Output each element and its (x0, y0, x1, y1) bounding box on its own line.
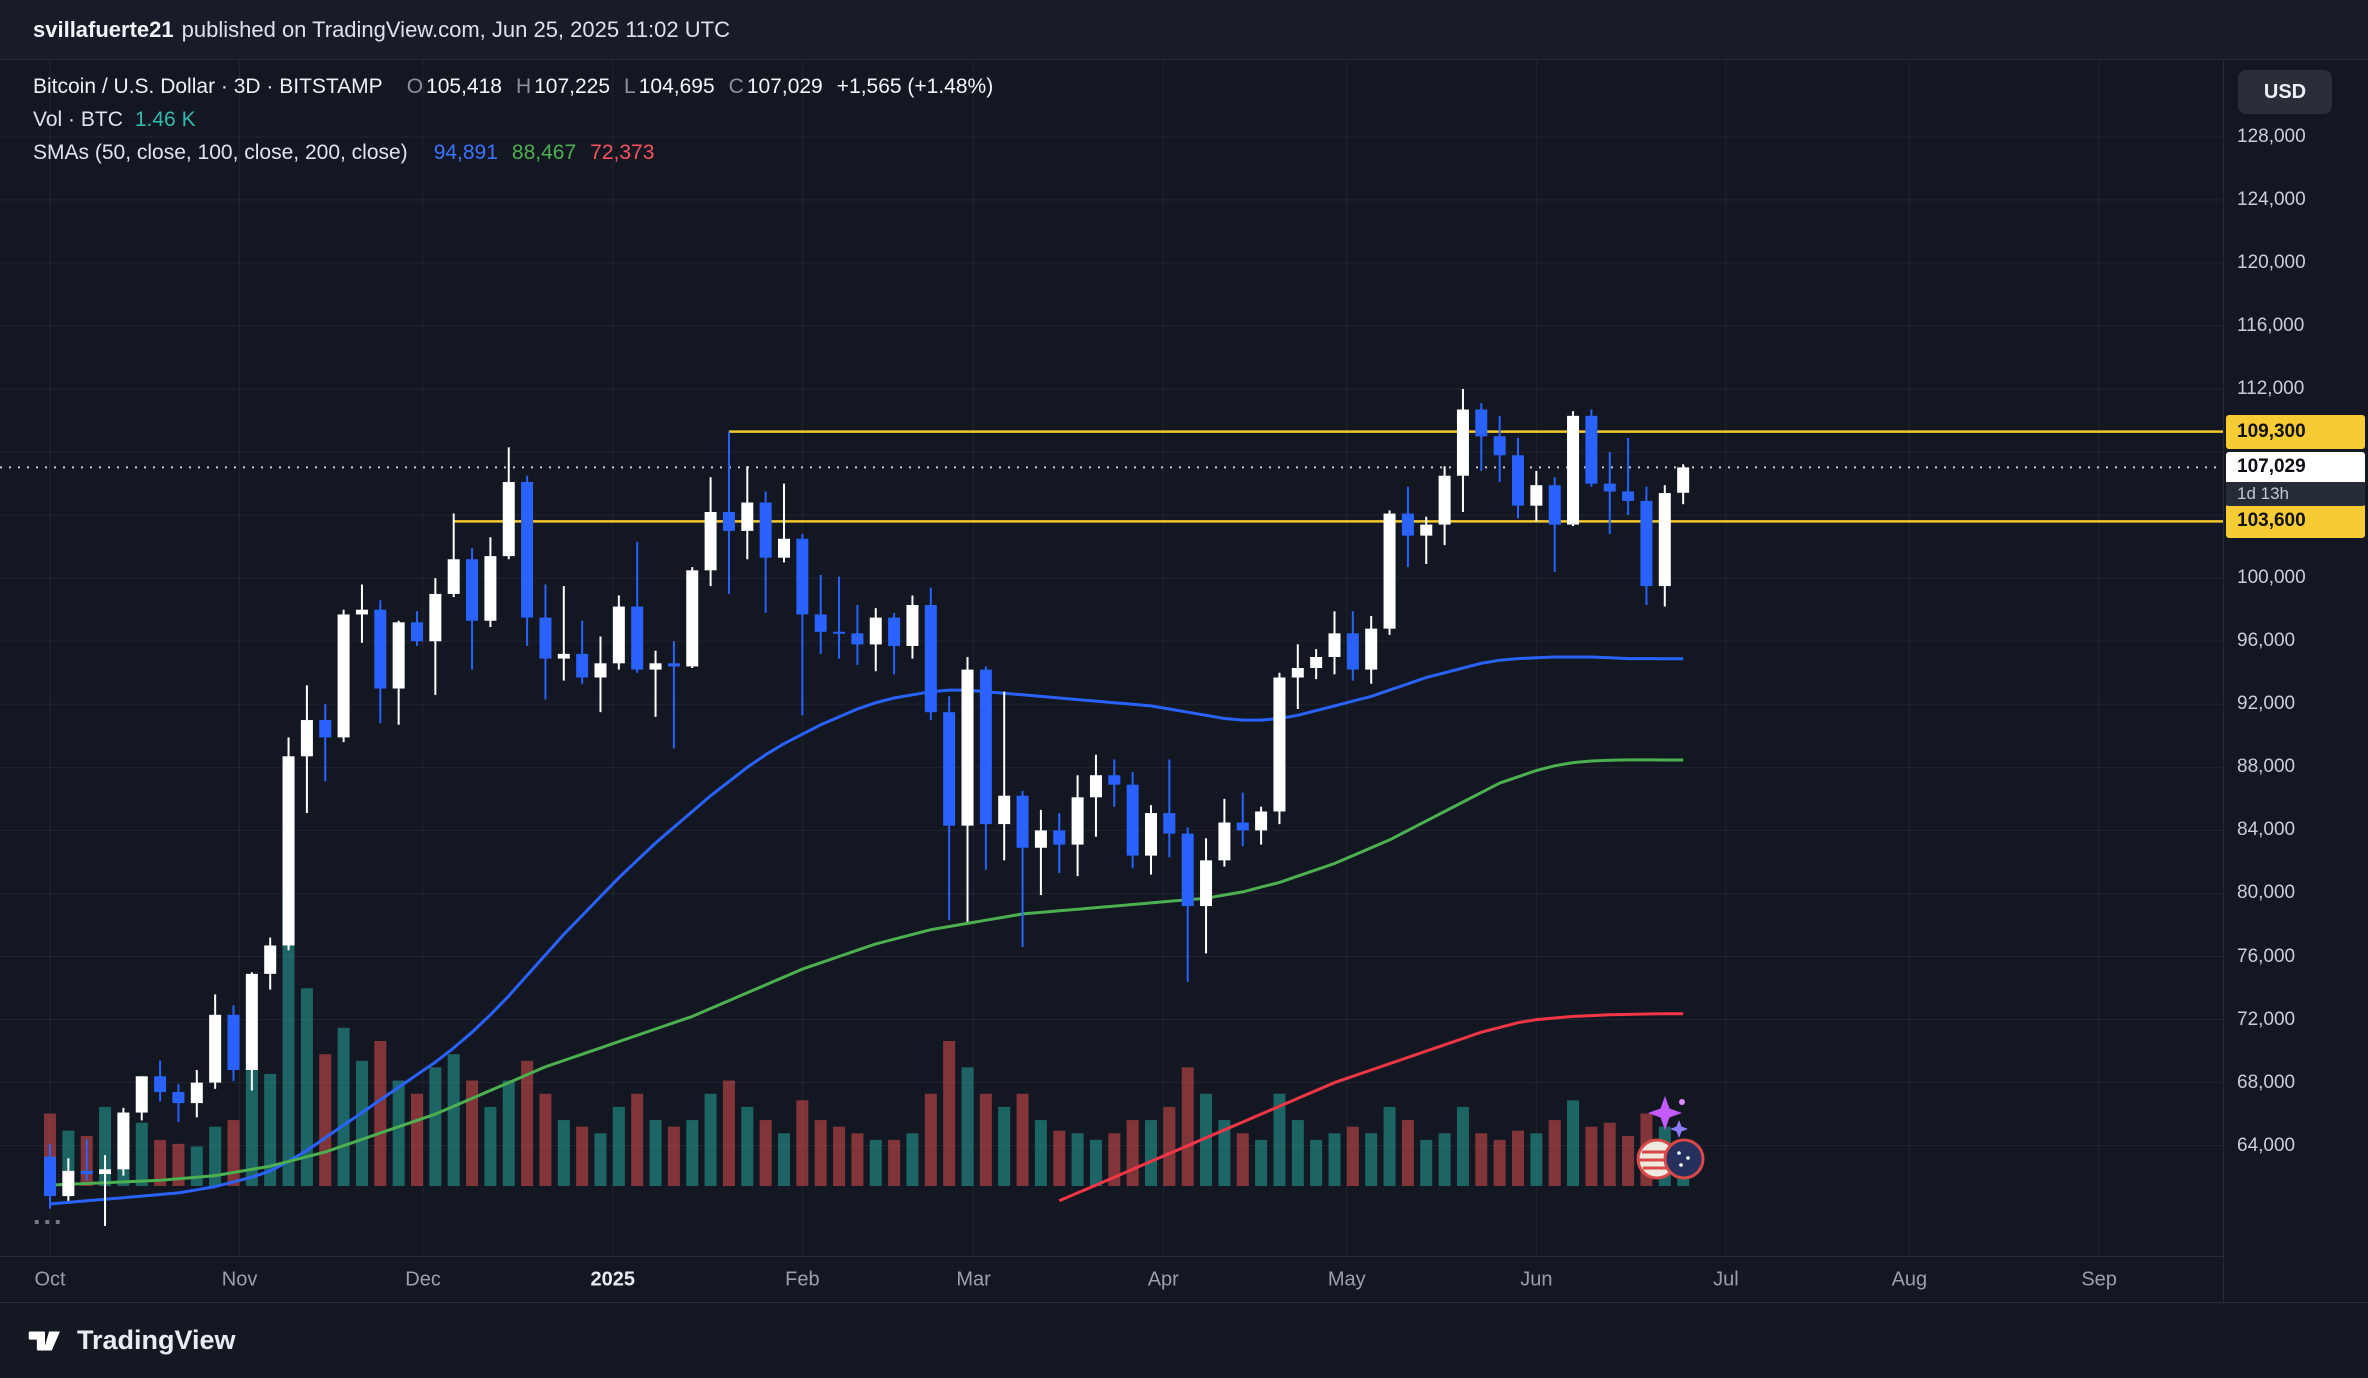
price-tick-80000: 80,000 (2237, 882, 2296, 904)
candle-series (44, 389, 1690, 1227)
tradingview-logo[interactable] (26, 1322, 64, 1360)
time-tick-aug: Aug (1891, 1268, 1928, 1291)
price-tick-128000: 128,000 (2237, 125, 2306, 147)
ohlc-key-h: H (515, 74, 532, 98)
time-tick-jun: Jun (1520, 1268, 1553, 1291)
time-tick-2025: 2025 (590, 1268, 636, 1291)
ohlc-value-h: 107,225 (534, 74, 611, 98)
level-label-resistance: 109,300 (2226, 414, 2365, 449)
time-tick-jul: Jul (1713, 1268, 1739, 1291)
price-chart-svg[interactable] (0, 60, 2223, 1256)
symbol-title[interactable]: Bitcoin / U.S. Dollar · 3D · BITSTAMP (33, 74, 383, 98)
price-tick-88000: 88,000 (2237, 756, 2296, 778)
time-tick-feb: Feb (785, 1268, 820, 1291)
time-tick-sep: Sep (2081, 1268, 2117, 1291)
ohlc-key-l: L (624, 74, 636, 98)
time-tick-may: May (1327, 1268, 1366, 1291)
price-tick-72000: 72,000 (2237, 1008, 2296, 1030)
currency-button[interactable]: USD (2238, 70, 2332, 114)
volume-value: 1.46 K (134, 107, 196, 131)
last-price-label: 107,029 (2226, 452, 2365, 483)
sma-values: 94,891 88,467 72,373 (420, 141, 655, 165)
volume-label[interactable]: Vol · BTC (33, 107, 123, 131)
ohlc-key-c: C (728, 74, 744, 98)
sma-line-sma-100 (49, 758, 1684, 1187)
price-tick-112000: 112,000 (2237, 378, 2305, 400)
price-tick-76000: 76,000 (2237, 945, 2296, 967)
sparkles-icon[interactable] (1646, 1092, 1690, 1140)
change-value: +1,565 (+1.48%) (836, 74, 994, 98)
time-tick-apr: Apr (1147, 1268, 1179, 1291)
overlapping-circles-icon[interactable] (1634, 1134, 1710, 1184)
top-bar: svillafuerte21 published on TradingView.… (0, 0, 2368, 60)
sma-label[interactable]: SMAs (50, close, 100, close, 200, close) (33, 140, 408, 164)
ohlc-value-l: 104,695 (638, 74, 715, 98)
sma-value-50: 94,891 (433, 140, 498, 164)
price-tick-116000: 116,000 (2237, 314, 2305, 336)
time-tick-mar: Mar (956, 1268, 991, 1291)
bottom-bar: TradingView (0, 1302, 2368, 1378)
time-tick-oct: Oct (34, 1268, 66, 1291)
price-tick-124000: 124,000 (2237, 188, 2306, 210)
more-options-ellipsis[interactable]: ... (33, 1200, 65, 1230)
time-tick-nov: Nov (221, 1268, 258, 1291)
sma-line-sma-200 (1058, 1012, 1684, 1203)
price-tick-120000: 120,000 (2237, 251, 2306, 273)
ohlc-value-c: 107,029 (746, 74, 823, 98)
horizontal-ray-drawings[interactable] (453, 430, 2223, 523)
sma-value-100: 88,467 (511, 140, 577, 164)
time-tick-dec: Dec (405, 1268, 441, 1291)
time-axis[interactable]: Oct Nov Dec 2025 Feb Mar Apr May Jun Jul Aug Sep (0, 1256, 2223, 1303)
level-label-support: 103,600 (2226, 504, 2365, 539)
price-tick-68000: 68,000 (2237, 1071, 2296, 1093)
price-tick-84000: 84,000 (2237, 819, 2296, 841)
author-username[interactable]: svillafuerte21 (33, 16, 174, 42)
ohlc-value-o: 105,418 (426, 74, 502, 98)
ohlc-key-o: O (406, 74, 424, 98)
price-tick-92000: 92,000 (2237, 693, 2296, 715)
brand-wordmark[interactable]: TradingView (77, 1325, 236, 1355)
published-text: published on TradingView.com, Jun 25, 20… (181, 16, 730, 42)
price-tick-96000: 96,000 (2237, 630, 2296, 652)
sma-line-sma-50 (49, 655, 1684, 1206)
legend-sma-row: SMAs (50, close, 100, close, 200, close)… (33, 136, 993, 169)
grid-lines (0, 60, 2223, 1256)
sma-value-200: 72,373 (590, 140, 655, 164)
legend-volume-row: Vol · BTC 1.46 K (33, 103, 993, 136)
price-tick-64000: 64,000 (2237, 1134, 2296, 1156)
bar-countdown-label: 1d 13h (2226, 482, 2365, 507)
price-axis[interactable]: USD 128,000 124,000 120,000 116,000 112,000 1… (2223, 60, 2368, 1302)
price-tick-100000: 100,000 (2237, 567, 2306, 589)
ohlc-values: O 105,418 H 107,225 L 104,695 C 107,029 (393, 75, 823, 99)
volume-series (44, 896, 1690, 1186)
